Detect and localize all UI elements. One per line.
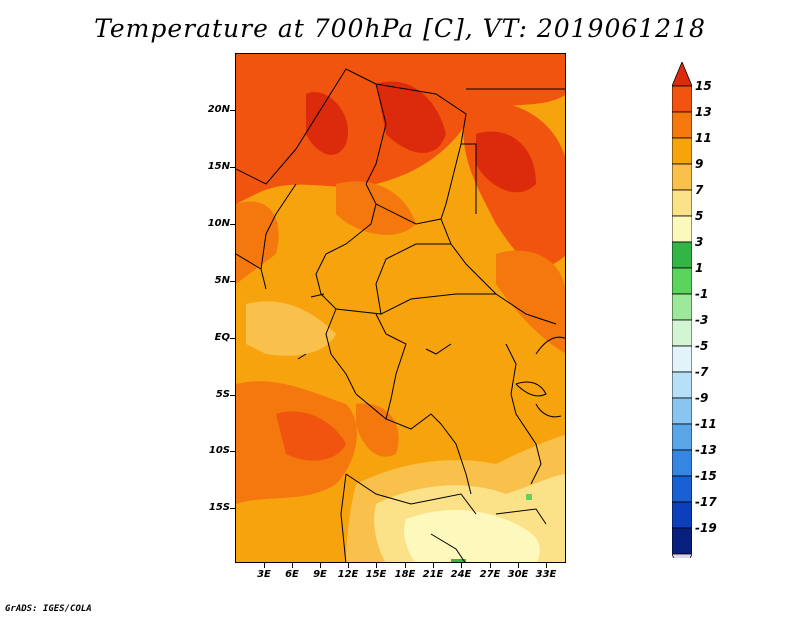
colorbar-segment xyxy=(672,423,692,451)
colorbar-segment xyxy=(672,111,692,139)
x-label-27e: 27E xyxy=(479,569,501,580)
temperature-field xyxy=(236,54,565,562)
x-label-9e: 9E xyxy=(313,569,327,580)
colorbar-label-13: 13 xyxy=(695,105,712,119)
colorbar-label-neg9: -9 xyxy=(695,391,709,405)
colorbar-label-7: 7 xyxy=(695,183,704,197)
colorbar-label-11: 11 xyxy=(695,131,712,145)
colorbar-bottom-triangle xyxy=(672,553,692,558)
colorbar-label-neg3: -3 xyxy=(695,313,709,327)
x-label-18e: 18E xyxy=(394,569,416,580)
x-tick xyxy=(518,563,519,568)
colorbar-label-3: 3 xyxy=(695,235,704,249)
y-tick xyxy=(230,395,235,396)
colorbar-label-1: 1 xyxy=(695,261,704,275)
x-tick xyxy=(348,563,349,568)
y-label-10n: 10N xyxy=(207,218,230,229)
colorbar-top-triangle xyxy=(672,62,692,87)
colorbar-segment xyxy=(672,215,692,243)
x-tick xyxy=(546,563,547,568)
y-label-10s: 10S xyxy=(208,445,230,456)
y-tick xyxy=(230,451,235,452)
y-label-5n: 5N xyxy=(214,275,230,286)
y-tick xyxy=(230,167,235,168)
map-panel xyxy=(235,53,566,563)
chart-title: Temperature at 700hPa [C], VT: 201906121… xyxy=(94,14,706,43)
y-label-20n: 20N xyxy=(207,104,230,115)
x-tick xyxy=(461,563,462,568)
colorbar-segment xyxy=(672,501,692,529)
x-label-33e: 33E xyxy=(535,569,557,580)
colorbar-segment xyxy=(672,319,692,347)
colorbar-label-5: 5 xyxy=(695,209,704,223)
colorbar-label-15: 15 xyxy=(695,79,712,93)
grads-credit: GrADS: IGES/COLA xyxy=(5,604,92,614)
y-label-5s: 5S xyxy=(215,389,230,400)
colorbar-segment xyxy=(672,163,692,191)
x-tick xyxy=(433,563,434,568)
colorbar-segment xyxy=(672,397,692,425)
x-label-30e: 30E xyxy=(507,569,529,580)
colorbar xyxy=(672,62,692,558)
x-label-24e: 24E xyxy=(450,569,472,580)
colorbar-label-neg5: -5 xyxy=(695,339,709,353)
colorbar-segment xyxy=(672,345,692,373)
colorbar-label-9: 9 xyxy=(695,157,704,171)
colorbar-label-neg1: -1 xyxy=(695,287,709,301)
colorbar-segment xyxy=(672,267,692,295)
colorbar-label-neg11: -11 xyxy=(695,417,717,431)
colorbar-label-neg19: -19 xyxy=(695,521,717,535)
x-tick xyxy=(376,563,377,568)
colorbar-label-neg15: -15 xyxy=(695,469,717,483)
colorbar-segment xyxy=(672,527,692,555)
y-tick xyxy=(230,338,235,339)
x-tick xyxy=(264,563,265,568)
x-tick xyxy=(490,563,491,568)
y-tick xyxy=(230,224,235,225)
colorbar-segment xyxy=(672,371,692,399)
colorbar-segment xyxy=(672,241,692,269)
colorbar-segment xyxy=(672,293,692,321)
y-label-15n: 15N xyxy=(207,161,230,172)
x-tick xyxy=(320,563,321,568)
colorbar-segment xyxy=(672,85,692,113)
colorbar-label-neg7: -7 xyxy=(695,365,709,379)
colorbar-label-neg17: -17 xyxy=(695,495,717,509)
colorbar-segment xyxy=(672,475,692,503)
x-tick xyxy=(405,563,406,568)
x-label-6e: 6E xyxy=(285,569,299,580)
colorbar-segment xyxy=(672,189,692,217)
y-label-eq: EQ xyxy=(214,332,230,343)
y-tick xyxy=(230,508,235,509)
colorbar-segment xyxy=(672,137,692,165)
x-label-21e: 21E xyxy=(422,569,444,580)
colorbar-segment xyxy=(672,449,692,477)
y-tick xyxy=(230,281,235,282)
colorbar-label-neg13: -13 xyxy=(695,443,717,457)
x-label-12e: 12E xyxy=(337,569,359,580)
x-label-15e: 15E xyxy=(365,569,387,580)
x-label-3e: 3E xyxy=(257,569,271,580)
y-tick xyxy=(230,110,235,111)
x-tick xyxy=(292,563,293,568)
y-label-15s: 15S xyxy=(208,502,230,513)
